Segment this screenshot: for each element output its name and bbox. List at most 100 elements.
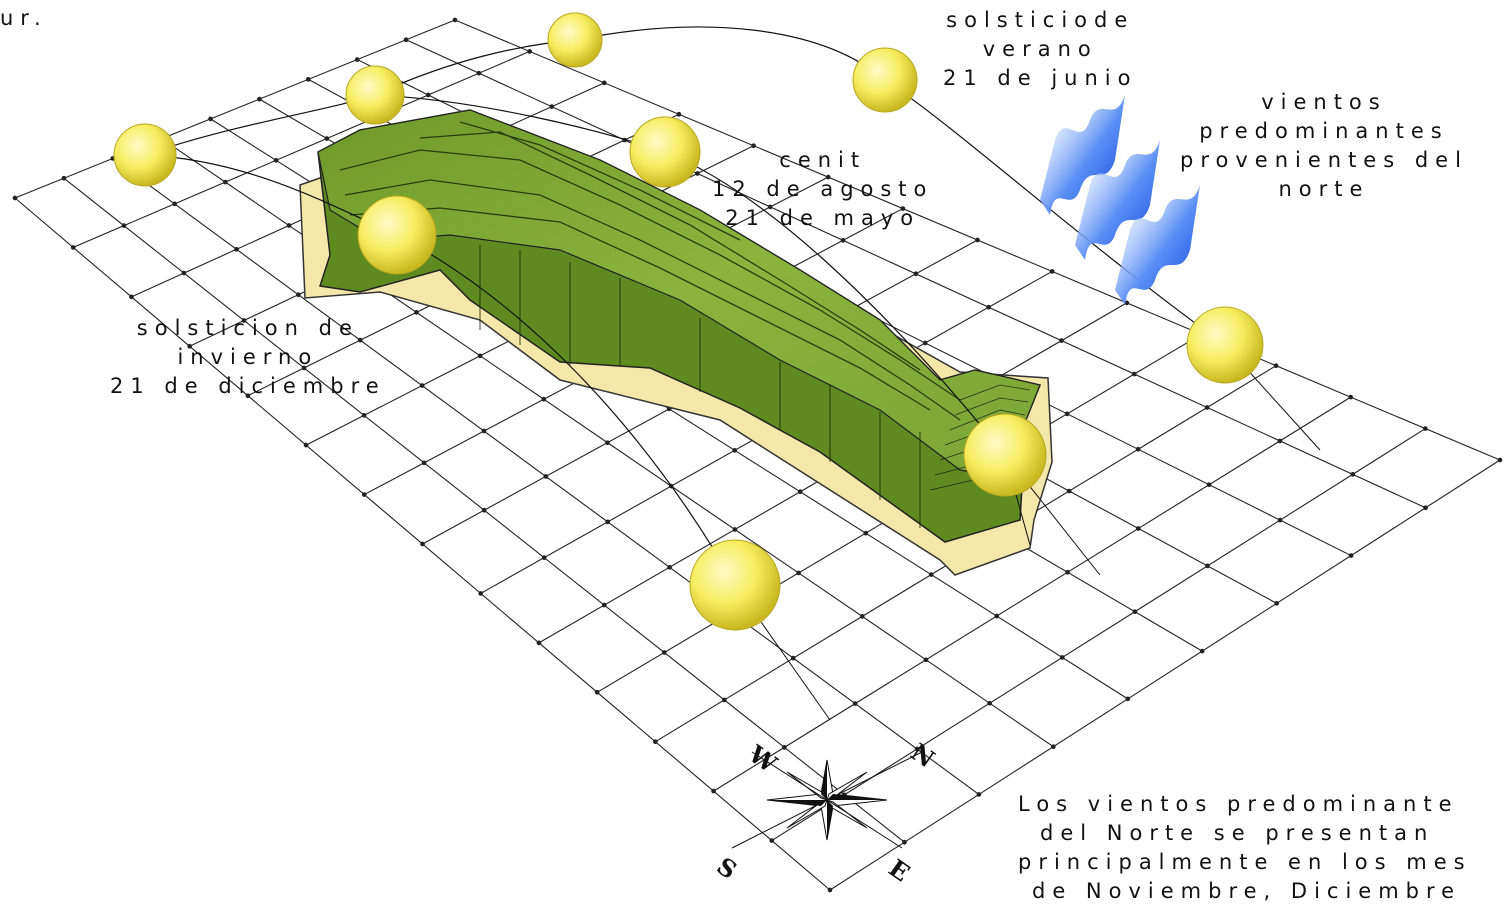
grid-node [354,57,360,62]
grid-node [840,237,846,243]
grid-node [1205,563,1210,569]
grid-node [825,174,831,180]
grid-node [852,701,858,706]
grid-node [827,887,833,893]
grid-node [420,541,425,547]
label-line: invierno [177,345,319,369]
grid-node [543,474,549,479]
wind-icon [1040,95,1200,305]
grid-node [751,143,756,149]
grid-node [181,270,187,276]
sun-icon [357,195,437,275]
grid-node [452,17,458,23]
grid-node [481,507,487,513]
grid-node [1206,482,1212,488]
grid-node [796,570,801,576]
grid-node [129,294,134,300]
grid-node [1135,526,1141,531]
label-line: provenientes del [1180,148,1468,172]
grid-node [782,745,787,750]
grid-node [257,96,262,102]
grid-node [797,489,803,495]
grid-node [1065,569,1070,575]
note-line: Los vientos predominante [1018,792,1459,816]
grid-node [286,223,292,228]
grid-node [1050,744,1056,750]
grid-node [1064,411,1070,417]
sun-icon [345,65,405,125]
label-line: 21 de junio [943,66,1138,90]
grid-node [187,343,192,349]
grid-node [928,572,934,577]
grid-node [1199,648,1205,654]
grid-node [601,602,607,608]
grid-node [661,650,667,655]
compass-rose: N W S E [712,737,941,887]
grid-node [1497,457,1503,463]
grid-node [1277,438,1283,444]
grid-node [721,697,727,703]
terrain-model [317,109,1042,543]
grid-node [296,292,301,298]
sun-icon [689,539,781,631]
winds-description: Los vientos predominante del Norte se pr… [1018,790,1472,906]
grid-node [1273,363,1279,369]
grid-node [732,527,738,532]
grid-node [913,271,919,277]
grid-node [478,591,484,596]
grid-node [61,175,67,181]
grid-node [121,223,127,229]
grid-node [1423,505,1428,511]
grid-node [536,640,542,646]
grid-node [732,447,738,453]
grid-node [1066,488,1072,494]
grid-node [1125,696,1131,702]
grid-node [403,37,409,43]
compass-north-label: N [906,737,941,773]
compass-west-label: W [743,739,783,779]
note-line: de Noviembre, Diciembre [1032,879,1462,903]
sun-icon [963,413,1047,497]
grid-node [1132,609,1138,615]
grid-line [829,459,1501,891]
grid-node [667,564,672,570]
grid-node [172,201,177,207]
grid-node [994,613,1000,619]
grid-node [987,700,992,706]
winter-solstice-label: solsticion de invierno 21 de diciembre [110,314,386,401]
grid-node [324,136,330,141]
label-line: 21 de diciembre [110,374,386,398]
grid-node [273,157,279,163]
grid-node [711,788,716,794]
grid-node [653,739,658,745]
grid-line [713,396,1352,792]
grid-node [601,80,607,86]
grid-node [1131,371,1137,377]
grid-node [541,396,547,402]
sun-icon [629,116,701,188]
grid-node [527,49,532,54]
grid-node [1348,394,1354,400]
grid-node [357,337,363,343]
label-line: vientos [1261,90,1387,114]
grid-node [769,838,775,843]
sun-markers [113,12,1264,631]
note-line: principalmente en los mes [1018,850,1472,874]
sun-icon [852,47,918,113]
grid-node [419,383,425,388]
grid-node [767,204,773,210]
label-line: solsticiode [946,8,1135,32]
grid-node [421,460,427,466]
label-line: verano [982,37,1098,61]
grid-node [361,492,367,497]
grid-node [481,428,487,434]
grid-node [1135,446,1141,452]
label-line: 21 de mayo [725,206,921,230]
grid-node [241,318,247,323]
grid-node [1204,405,1210,410]
grid-node [900,206,906,211]
grid-node [1350,471,1356,477]
grid-node [859,614,865,619]
grid-node [208,116,213,122]
